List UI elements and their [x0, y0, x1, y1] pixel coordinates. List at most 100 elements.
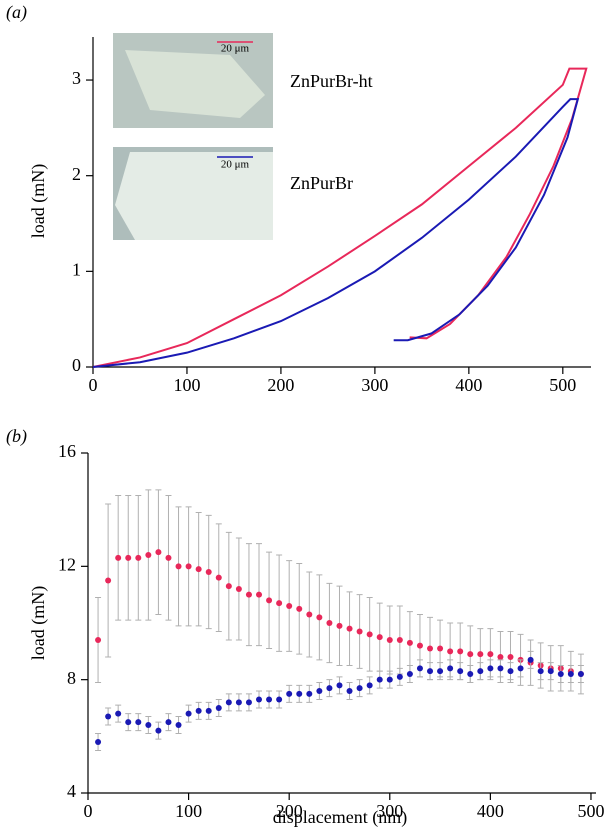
x-tick-label: 200	[276, 801, 303, 821]
point	[175, 722, 182, 728]
point	[497, 654, 504, 660]
series-label: ZnPurBr-ht	[290, 71, 373, 91]
point	[266, 696, 273, 703]
x-tick-label: 400	[477, 801, 504, 821]
x-tick-label: 0	[89, 375, 98, 395]
point	[427, 645, 434, 652]
point	[115, 554, 122, 561]
point	[437, 668, 444, 675]
point	[336, 622, 343, 629]
crystal	[115, 152, 273, 240]
point	[346, 688, 353, 694]
point	[245, 591, 252, 598]
point	[386, 637, 393, 643]
y-axis-label: load (mN)	[28, 586, 49, 660]
y-tick-label: 16	[58, 441, 76, 461]
point	[477, 651, 484, 658]
point	[527, 656, 534, 663]
point	[276, 600, 283, 607]
panel-label: (b)	[6, 426, 27, 447]
point	[205, 569, 212, 575]
point	[135, 719, 142, 726]
point	[145, 722, 152, 728]
point	[577, 671, 584, 677]
point	[95, 739, 102, 745]
point	[276, 696, 283, 703]
y-tick-label: 0	[72, 355, 81, 375]
point	[396, 673, 403, 680]
point	[235, 699, 242, 706]
point	[155, 549, 162, 556]
point	[185, 563, 192, 570]
point	[537, 668, 544, 675]
point	[567, 671, 574, 677]
y-tick-label: 2	[72, 164, 81, 184]
point	[286, 603, 293, 609]
point	[256, 591, 263, 598]
point	[245, 699, 252, 706]
x-tick-label: 100	[175, 801, 202, 821]
point	[416, 665, 423, 672]
x-tick-label: 300	[376, 801, 403, 821]
point	[406, 671, 413, 677]
series-label: ZnPurBr	[290, 173, 353, 193]
point	[306, 690, 313, 697]
point	[376, 634, 383, 641]
point	[145, 552, 152, 558]
y-tick-label: 4	[67, 781, 76, 801]
point	[296, 605, 303, 612]
point	[396, 637, 403, 643]
point	[185, 710, 192, 717]
point	[487, 665, 494, 672]
x-tick-label: 500	[577, 801, 604, 821]
point	[256, 696, 263, 703]
scale-label: 20 μm	[221, 43, 250, 55]
point	[497, 665, 504, 672]
x-tick-label: 400	[455, 375, 482, 395]
scale-label: 20 μm	[221, 159, 250, 171]
panel-label: (a)	[6, 2, 27, 23]
y-tick-label: 12	[58, 554, 76, 574]
point	[326, 620, 333, 626]
y-tick-label: 8	[67, 668, 76, 688]
point	[316, 688, 323, 694]
point	[477, 668, 484, 675]
point	[457, 648, 464, 655]
point	[266, 597, 273, 604]
point	[447, 665, 454, 672]
point	[316, 614, 323, 621]
point	[296, 690, 303, 697]
point	[195, 566, 202, 573]
point	[557, 671, 564, 677]
y-tick-label: 1	[72, 259, 81, 279]
point	[467, 671, 474, 677]
point	[225, 583, 232, 590]
point	[175, 563, 182, 570]
y-axis-label: load (mN)	[28, 164, 49, 238]
point	[517, 665, 524, 672]
point	[437, 645, 444, 652]
y-tick-label: 3	[72, 68, 81, 88]
point	[225, 699, 232, 706]
point	[115, 710, 122, 717]
point	[507, 654, 514, 660]
point	[195, 707, 202, 714]
crystal	[125, 50, 265, 118]
point	[416, 642, 423, 649]
x-tick-label: 100	[173, 375, 200, 395]
point	[376, 676, 383, 683]
point	[135, 554, 142, 561]
x-tick-label: 200	[267, 375, 294, 395]
point	[467, 651, 474, 658]
point	[95, 637, 102, 643]
point	[547, 668, 554, 675]
point	[457, 668, 464, 675]
point	[215, 705, 222, 711]
x-tick-label: 0	[84, 801, 93, 821]
point	[215, 574, 222, 581]
point	[155, 727, 162, 734]
point	[326, 685, 333, 692]
x-tick-label: 300	[361, 375, 388, 395]
